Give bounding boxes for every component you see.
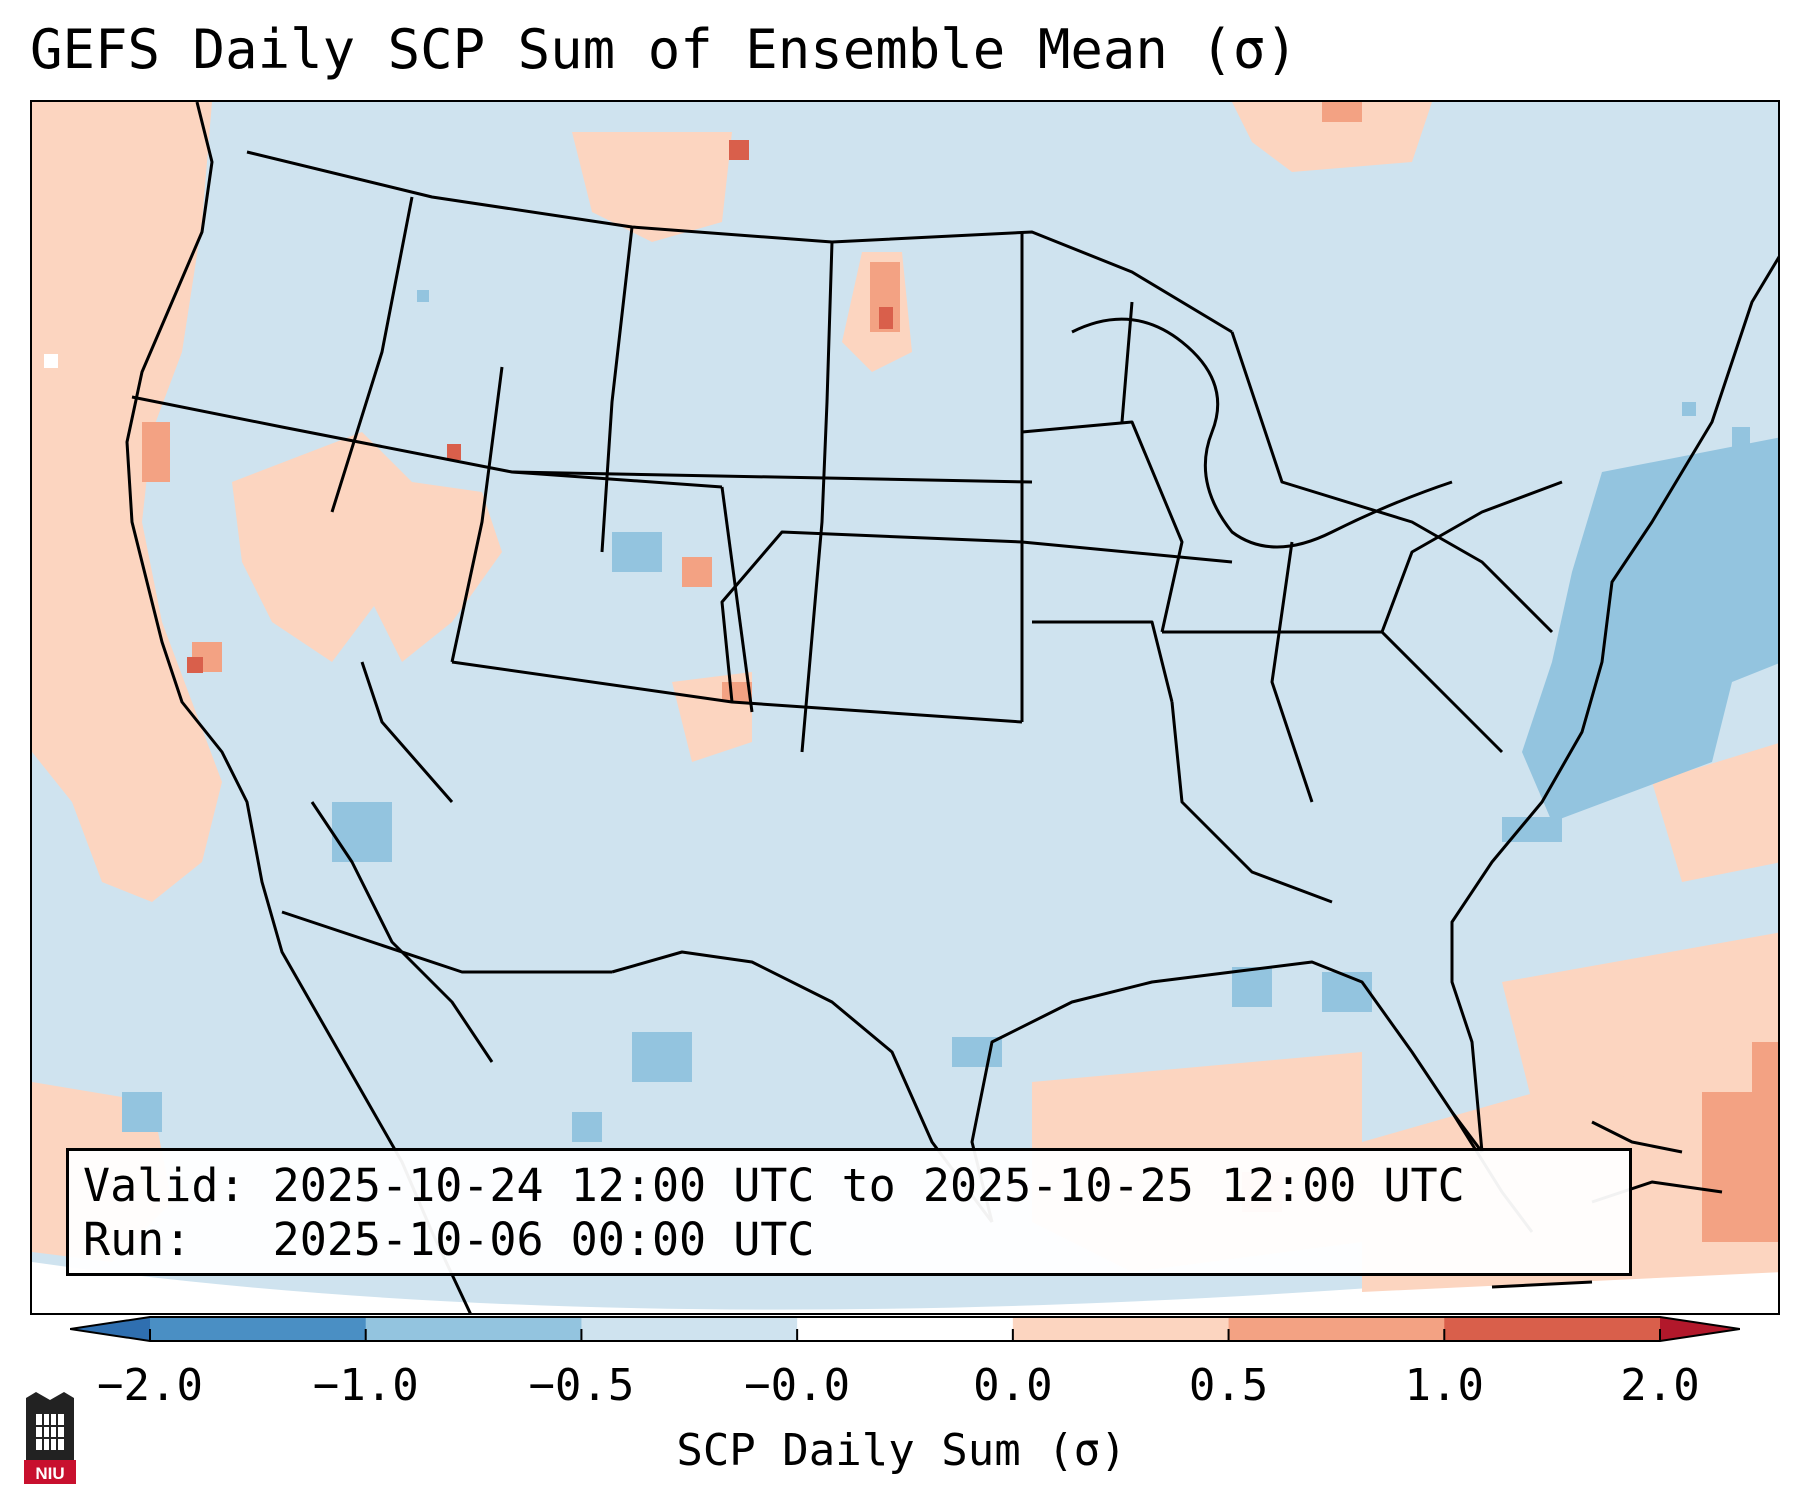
map-canvas — [32, 102, 1778, 1313]
boundary-lines — [125, 102, 1778, 1313]
map-title: GEFS Daily SCP Sum of Ensemble Mean (σ) — [30, 18, 1298, 81]
colorbar-tick-marks — [149, 1329, 1661, 1341]
colorbar-tick-label: 2.0 — [1620, 1360, 1700, 1411]
projection-edge — [32, 1252, 1778, 1313]
strong-positive-anomalies — [187, 140, 893, 673]
colorbar-bin — [1228, 1317, 1445, 1341]
negative-anomaly-regions — [122, 290, 1778, 1142]
colorbar-bins — [150, 1317, 1661, 1341]
colorbar-tick-label: −1.0 — [312, 1360, 419, 1411]
colorbar-bin — [797, 1317, 1014, 1341]
colorbar-bin — [581, 1317, 798, 1341]
colorbar-over-arrow — [1660, 1317, 1740, 1341]
colorbar-tick-label: 0.5 — [1188, 1360, 1269, 1411]
niu-logo: NIU — [24, 1392, 76, 1484]
colorbar-tick-label: 0.0 — [973, 1360, 1053, 1411]
colorbar-label: SCP Daily Sum (σ) — [676, 1425, 1127, 1476]
colorbar-under-arrow — [70, 1317, 150, 1341]
colorbar — [70, 1316, 1740, 1342]
run-time-line: Run: 2025-10-06 00:00 UTC — [83, 1213, 815, 1266]
colorbar-tick-label: −0.0 — [744, 1360, 851, 1411]
white-cell — [44, 354, 58, 368]
colorbar-bin — [365, 1317, 582, 1341]
colorbar-tick-label: −0.5 — [528, 1360, 635, 1411]
valid-run-infobox: Valid: 2025-10-24 12:00 UTC to 2025-10-2… — [66, 1148, 1632, 1276]
colorbar-tick-label: 1.0 — [1404, 1360, 1485, 1411]
map-panel — [30, 100, 1780, 1315]
colorbar-bin — [150, 1317, 367, 1341]
colorbar-outline — [70, 1316, 1740, 1342]
valid-time-line: Valid: 2025-10-24 12:00 UTC to 2025-10-2… — [83, 1159, 1465, 1212]
logo-text: NIU — [35, 1464, 64, 1483]
colorbar-bin — [1444, 1317, 1661, 1341]
colorbar-bin — [1012, 1317, 1230, 1341]
colorbar-tick-label: −2.0 — [97, 1360, 203, 1411]
